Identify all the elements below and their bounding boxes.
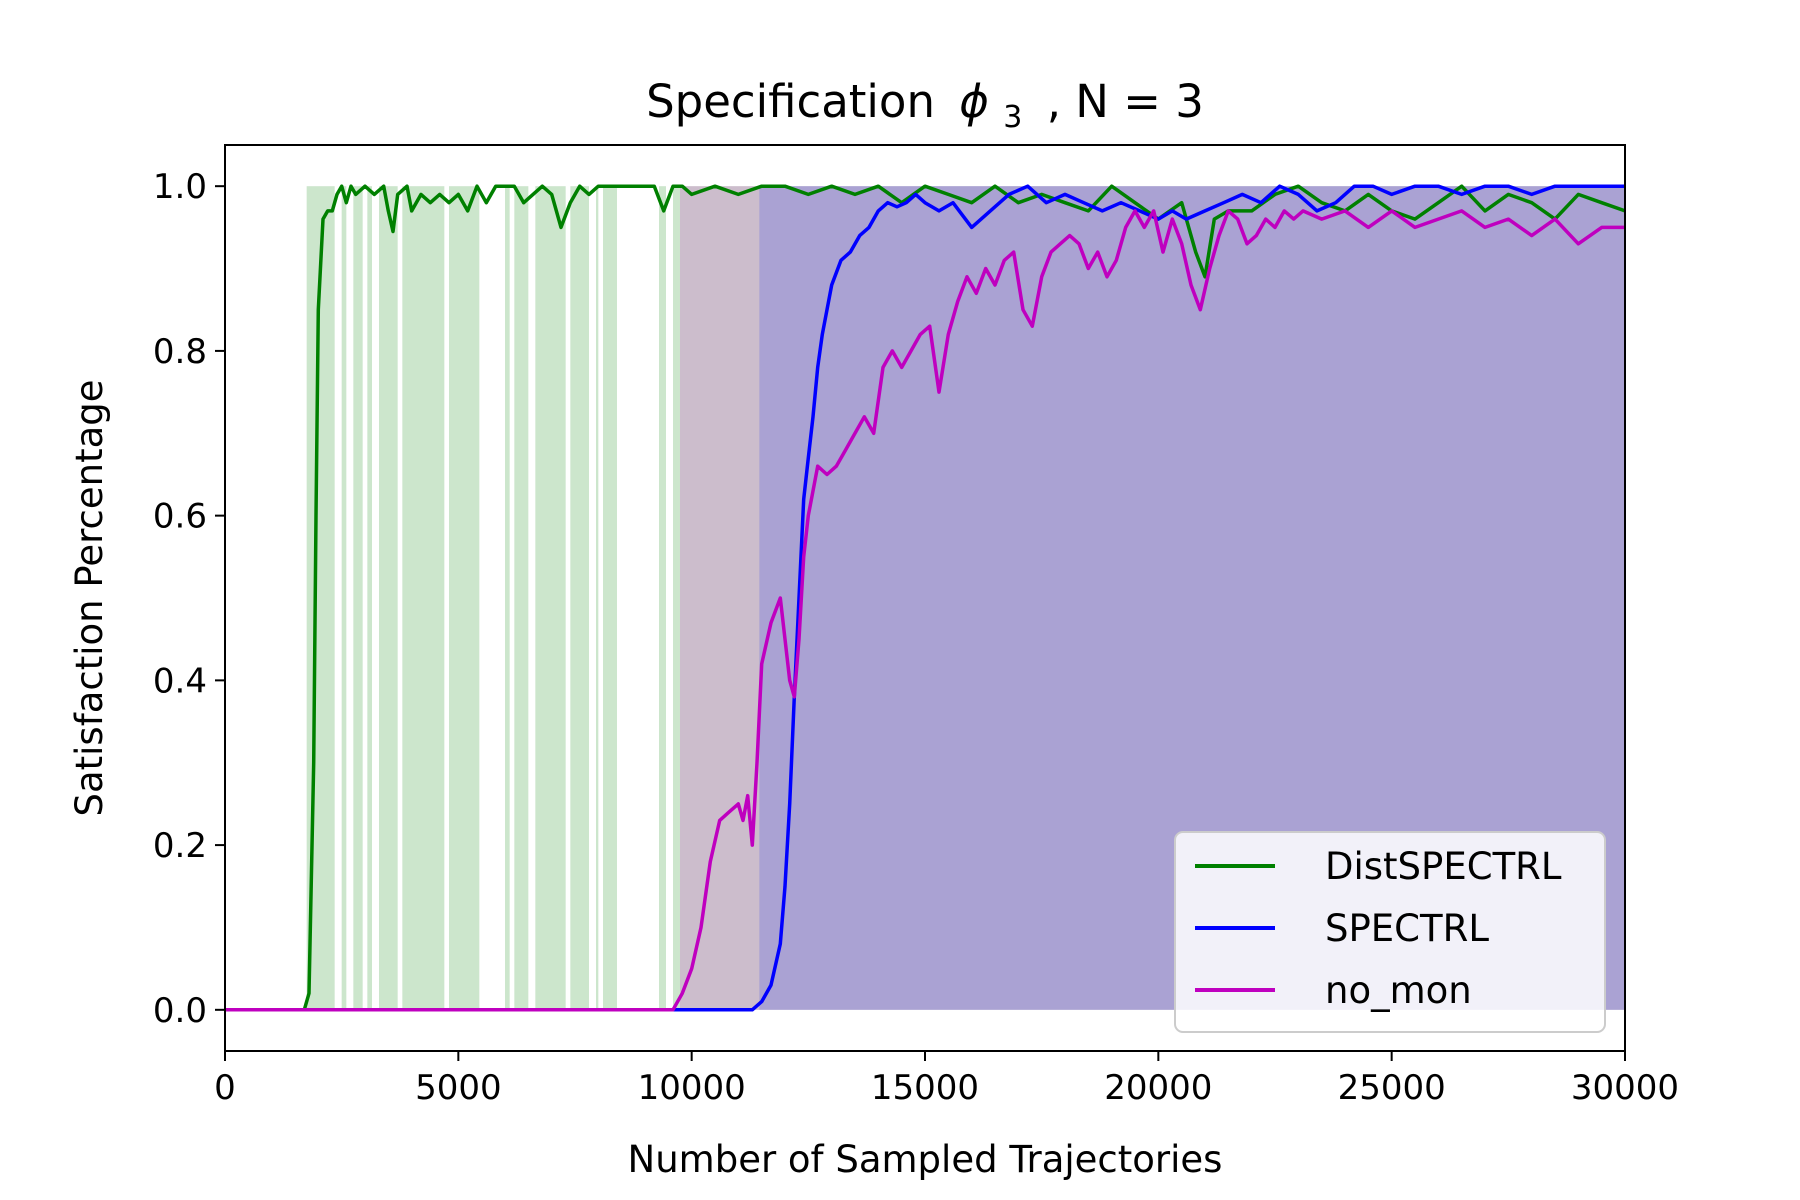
shade-distspectrl-9: [535, 186, 566, 1010]
x-tick-label: 30000: [1571, 1068, 1679, 1108]
shade-distspectrl-6: [449, 186, 480, 1010]
shade-distspectrl-5: [402, 186, 445, 1010]
shade-distspectrl-8: [514, 186, 529, 1010]
title-math-symbol: ϕ: [959, 75, 989, 128]
shade-distspectrl-10: [570, 186, 589, 1010]
shade-distspectrl-4: [379, 186, 398, 1010]
x-tick-label: 5000: [415, 1068, 502, 1108]
shade-distspectrl-1: [341, 186, 347, 1010]
title-suffix: , N = 3: [1047, 75, 1204, 128]
shade-distspectrl-12: [603, 186, 617, 1010]
svg-text:Specification ϕ 3: Specification ϕ 3 , N = 3: [646, 75, 1204, 138]
series-line-no-mon: [225, 209, 1625, 1012]
y-tick-label: 1.0: [153, 167, 207, 207]
x-tick-label: 25000: [1338, 1068, 1446, 1108]
legend: DistSPECTRL SPECTRL no_mon: [1174, 831, 1606, 1033]
plot-area: [224, 144, 1626, 1052]
shade-distspectrl-3: [367, 186, 372, 1010]
x-axis: 0 5000 10000 15000 20000 25000 30000: [214, 1051, 1679, 1108]
y-tick-label: 0.6: [153, 497, 207, 537]
shade-distspectrl-2: [353, 186, 363, 1010]
title-subscript: 3: [1003, 100, 1022, 135]
y-axis-label: Satisfaction Percentage: [68, 379, 111, 816]
shade-distspectrl-13: [659, 186, 666, 1010]
shade-distspectrl-7: [505, 186, 510, 1010]
y-tick-label: 0.0: [153, 991, 207, 1031]
x-axis-label: Number of Sampled Trajectories: [628, 1138, 1223, 1181]
x-tick-label: 20000: [1104, 1068, 1212, 1108]
y-axis: 0.0 0.2 0.4 0.6 0.8 1.0: [153, 167, 225, 1031]
series-line-spectrl: [225, 184, 1625, 1012]
legend-box: [1174, 831, 1606, 1033]
y-tick-label: 0.8: [153, 332, 207, 372]
y-tick-label: 0.4: [153, 661, 207, 701]
series-layer: [225, 184, 1625, 1012]
shade-distspectrl-11: [596, 186, 599, 1010]
title-text: Specification: [646, 75, 935, 128]
x-tick-label: 0: [214, 1068, 236, 1108]
legend-label-distspectrl: DistSPECTRL: [1325, 845, 1562, 888]
shading-layer: [306, 186, 1625, 1010]
chart-title: Specification ϕ 3 , N = 3: [646, 75, 1204, 138]
x-tick-label: 15000: [871, 1068, 979, 1108]
y-tick-label: 0.2: [153, 826, 207, 866]
legend-label-spectrl: SPECTRL: [1325, 907, 1489, 950]
x-tick-label: 10000: [638, 1068, 746, 1108]
legend-label-no-mon: no_mon: [1325, 969, 1472, 1012]
